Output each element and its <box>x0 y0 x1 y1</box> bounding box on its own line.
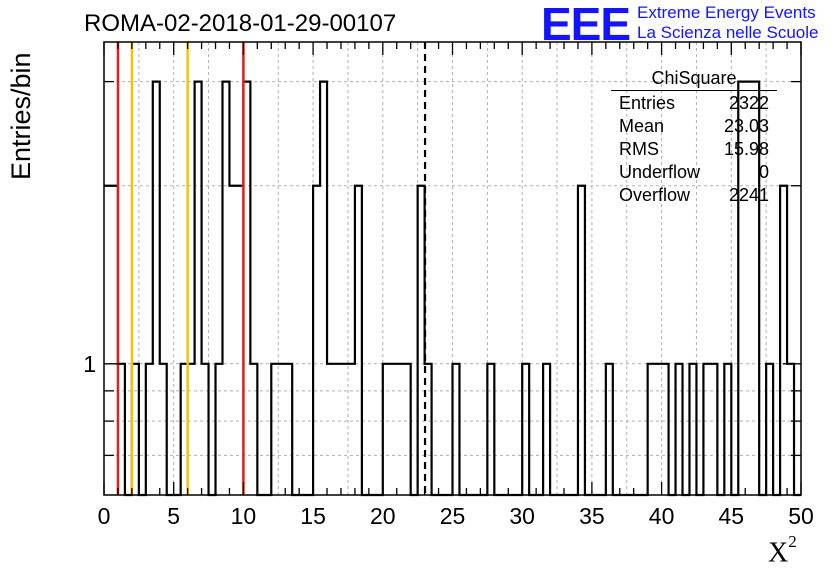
y-tick-label: 1 <box>83 351 96 377</box>
x-tick-label: 25 <box>440 503 466 529</box>
stat-value: 2322 <box>728 93 769 113</box>
stat-key: Mean <box>619 116 665 136</box>
chart-title: ROMA-02-2018-01-29-00107 <box>84 10 397 37</box>
stat-value: 23.03 <box>723 116 769 136</box>
x-tick-label: 30 <box>509 503 535 529</box>
stat-key: Overflow <box>619 185 691 205</box>
stat-row-overflow: Overflow 2241 <box>619 184 773 207</box>
eee-logo: EEE <box>541 0 631 50</box>
x-tick-label: 20 <box>370 503 396 529</box>
x-axis-label-sup: 2 <box>788 532 797 551</box>
stat-value: 2241 <box>728 185 769 205</box>
stat-row-rms: RMS 15.98 <box>619 138 773 161</box>
stat-key: Underflow <box>619 162 701 182</box>
x-tick-label: 15 <box>300 503 326 529</box>
stat-key: RMS <box>619 139 659 159</box>
stat-row-mean: Mean 23.03 <box>619 115 773 138</box>
stat-row-underflow: Underflow 0 <box>619 161 773 184</box>
x-tick-label: 50 <box>788 503 814 529</box>
x-tick-label: 0 <box>98 503 111 529</box>
x-tick-label: 10 <box>231 503 257 529</box>
x-axis-label: X2 <box>768 532 797 569</box>
x-tick-label: 45 <box>719 503 745 529</box>
stat-row-entries: Entries 2322 <box>619 92 773 115</box>
stats-title: ChiSquare <box>611 66 777 91</box>
logo-subtitle-1: Extreme Energy Events <box>637 3 816 22</box>
stat-value: 0 <box>758 162 769 182</box>
logo-subtitle-2: La Scienza nelle Scuole <box>637 23 819 42</box>
stats-box: ChiSquare Entries 2322 Mean 23.03 RMS 15… <box>611 66 777 208</box>
stat-key: Entries <box>619 93 676 113</box>
x-tick-label: 35 <box>579 503 605 529</box>
stat-value: 15.98 <box>723 139 769 159</box>
x-tick-label: 5 <box>167 503 180 529</box>
x-tick-label: 40 <box>649 503 675 529</box>
x-axis-label-base: X <box>768 537 789 569</box>
